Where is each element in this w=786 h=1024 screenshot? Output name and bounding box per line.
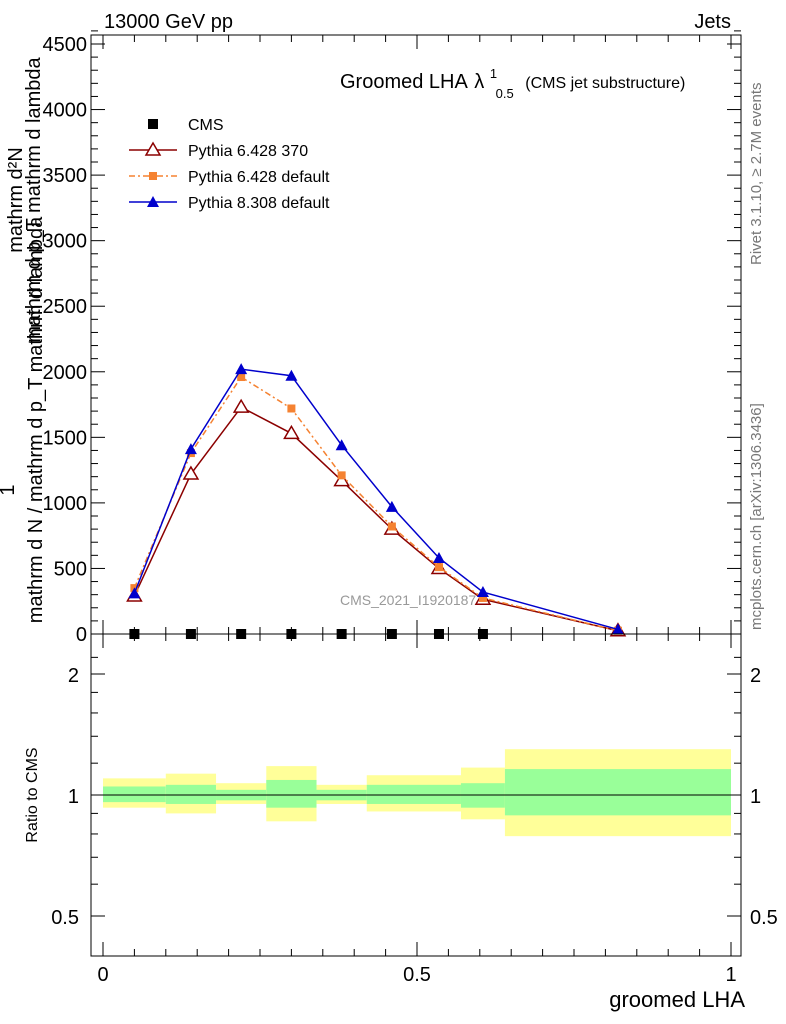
ratio-panel: 0.5 0.51 12 2 0 0.5 1 Ratio to CMS groomed LH…: [24, 633, 778, 1012]
x-axis-label: groomed LHA: [609, 987, 745, 1012]
y-tick-label: 3500: [43, 165, 88, 187]
header-process: Jets: [694, 11, 731, 33]
legend-entry: Pythia 8.308 default: [129, 195, 330, 212]
header-energy: 13000 GeV pp: [104, 11, 233, 33]
y-tick-label: 3000: [43, 231, 88, 253]
main-ylabel: mathrm d²N mathrm d p_T mathrm d lambda …: [0, 56, 47, 623]
series-line: [133, 368, 619, 631]
data-point: [335, 439, 348, 451]
ratio-ylabel: Ratio to CMS: [24, 747, 41, 842]
ratio-band-inner: [165, 784, 217, 804]
ratio-y-tick-label: 2: [68, 665, 79, 687]
legend-marker: [149, 172, 157, 180]
rivet-label: Rivet 3.1.10, ≥ 2.7M events: [748, 83, 765, 266]
legend-label: Pythia 6.428 default: [188, 169, 330, 186]
data-point: [283, 424, 300, 440]
ratio-y-tick-label: 1: [68, 786, 79, 808]
legend-marker: [144, 141, 162, 156]
data-point: [611, 623, 624, 635]
y-tick-label: 2500: [43, 296, 88, 318]
legend: CMS Pythia 6.428 370 Pythia 6.428 default P…: [129, 117, 330, 212]
y-tick-label: 1500: [43, 427, 88, 449]
y-tick-label: 2000: [43, 362, 88, 384]
main-panel: 0 500 1000 1500 2000 2500 3000 3500 4000 4500 Gro…: [43, 30, 742, 646]
data-point: [235, 363, 248, 375]
data-point: [476, 586, 489, 598]
ratio-band-inner: [103, 786, 166, 803]
legend-label: Pythia 6.428 370: [188, 143, 308, 160]
y-tick-label: 0: [76, 624, 87, 646]
legend-label: CMS: [188, 117, 224, 134]
ratio-y-tick-label: 0.5: [51, 907, 79, 929]
ratio-band-inner: [417, 784, 461, 804]
data-point: [232, 398, 250, 413]
ratio-y-tick-label-right: 1: [750, 786, 761, 808]
ylabel-frac-num: mathrm d²N: [5, 147, 27, 253]
ratio-y-tick-label-right: 2: [750, 665, 761, 687]
y-tick-label: 4000: [43, 100, 88, 122]
y-tick-label: 4500: [43, 34, 88, 56]
mcplots-label: mcplots.cern.ch [arXiv:1306.3436]: [748, 403, 765, 630]
data-point: [182, 465, 200, 480]
x-tick-label: 0: [97, 964, 108, 986]
ratio-band-inner: [366, 784, 417, 804]
x-tick-label: 0.5: [403, 964, 431, 986]
ylabel-frac-den: mathrm d p_T mathrm d lambda: [23, 56, 45, 342]
data-point: [337, 471, 346, 480]
analysis-watermark: CMS_2021_I1920187: [340, 592, 476, 608]
data-point: [333, 472, 350, 487]
ylabel-one: 1: [0, 484, 19, 495]
ylabel-bottom: mathrm d N / mathrm d p_T mathrm d lambd…: [25, 216, 47, 623]
ratio-y-axis: 0.5 0.5 1 1 2 2: [51, 656, 778, 929]
data-point: [285, 369, 298, 381]
ratio-band-inner: [266, 779, 317, 808]
legend-entry: Pythia 6.428 default: [129, 169, 330, 186]
series-3: [128, 363, 624, 635]
data-point: [385, 500, 398, 512]
y-tick-label: 500: [54, 558, 87, 580]
legend-entry: Pythia 6.428 370: [129, 141, 308, 160]
data-point: [434, 563, 443, 572]
data-point: [128, 587, 141, 599]
data-point: [387, 522, 396, 531]
chart-title: Groomed LHA λ 1 0.5 (CMS jet substructur…: [340, 61, 685, 103]
ratio-band-inner: [504, 769, 731, 816]
main-y-axis: 0 500 1000 1500 2000 2500 3000 3500 4000 4500: [43, 30, 741, 646]
ratio-bands: [103, 749, 731, 837]
data-point: [287, 404, 296, 413]
x-tick-label: 1: [725, 964, 736, 986]
data-point: [237, 373, 246, 382]
ratio-y-tick-label-right: 0.5: [750, 907, 778, 929]
legend-entry: CMS: [148, 117, 224, 134]
legend-marker: [148, 119, 158, 129]
data-point: [184, 443, 197, 455]
data-point: [478, 593, 487, 602]
legend-label: Pythia 8.308 default: [188, 195, 330, 212]
ratio-x-axis: 0 0.5 1: [97, 634, 737, 986]
data-point: [432, 551, 445, 563]
legend-marker: [147, 196, 159, 207]
y-tick-label: 1000: [43, 493, 88, 515]
